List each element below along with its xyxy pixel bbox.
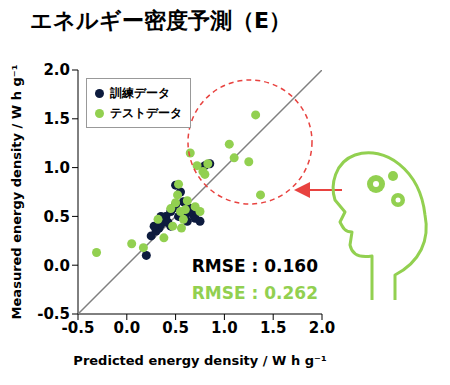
svg-text:1.0: 1.0 <box>211 319 238 337</box>
svg-text:1.5: 1.5 <box>260 319 287 337</box>
svg-text:2.0: 2.0 <box>309 319 336 337</box>
html-text:エネルギー密度予測（E）: エネルギー密度予測（E） <box>30 8 291 33</box>
svg-text:-0.5: -0.5 <box>37 305 70 323</box>
svg-text:0.5: 0.5 <box>162 319 189 337</box>
svg-text:-0.5: -0.5 <box>61 318 95 337</box>
html-text:訓練データ: 訓練データ <box>110 86 170 100</box>
svg-text:0.0: 0.0 <box>114 319 141 337</box>
html-text:テストデータ: テストデータ <box>110 106 182 120</box>
svg-text:0.0: 0.0 <box>43 257 70 275</box>
html-text:RMSE : 0.160: RMSE : 0.160 <box>191 256 318 276</box>
svg-text:1.5: 1.5 <box>43 110 70 128</box>
html-text:Predicted energy density / W h: Predicted energy density / W h g⁻¹ <box>73 353 327 368</box>
svg-text:2.0: 2.0 <box>43 61 70 79</box>
html-text:Measured energy density / W h: Measured energy density / W h g⁻¹ <box>8 64 24 320</box>
html-text:RMSE : 0.262: RMSE : 0.262 <box>191 283 318 303</box>
svg-text:1.0: 1.0 <box>43 159 70 177</box>
svg-text:0.5: 0.5 <box>43 208 70 226</box>
